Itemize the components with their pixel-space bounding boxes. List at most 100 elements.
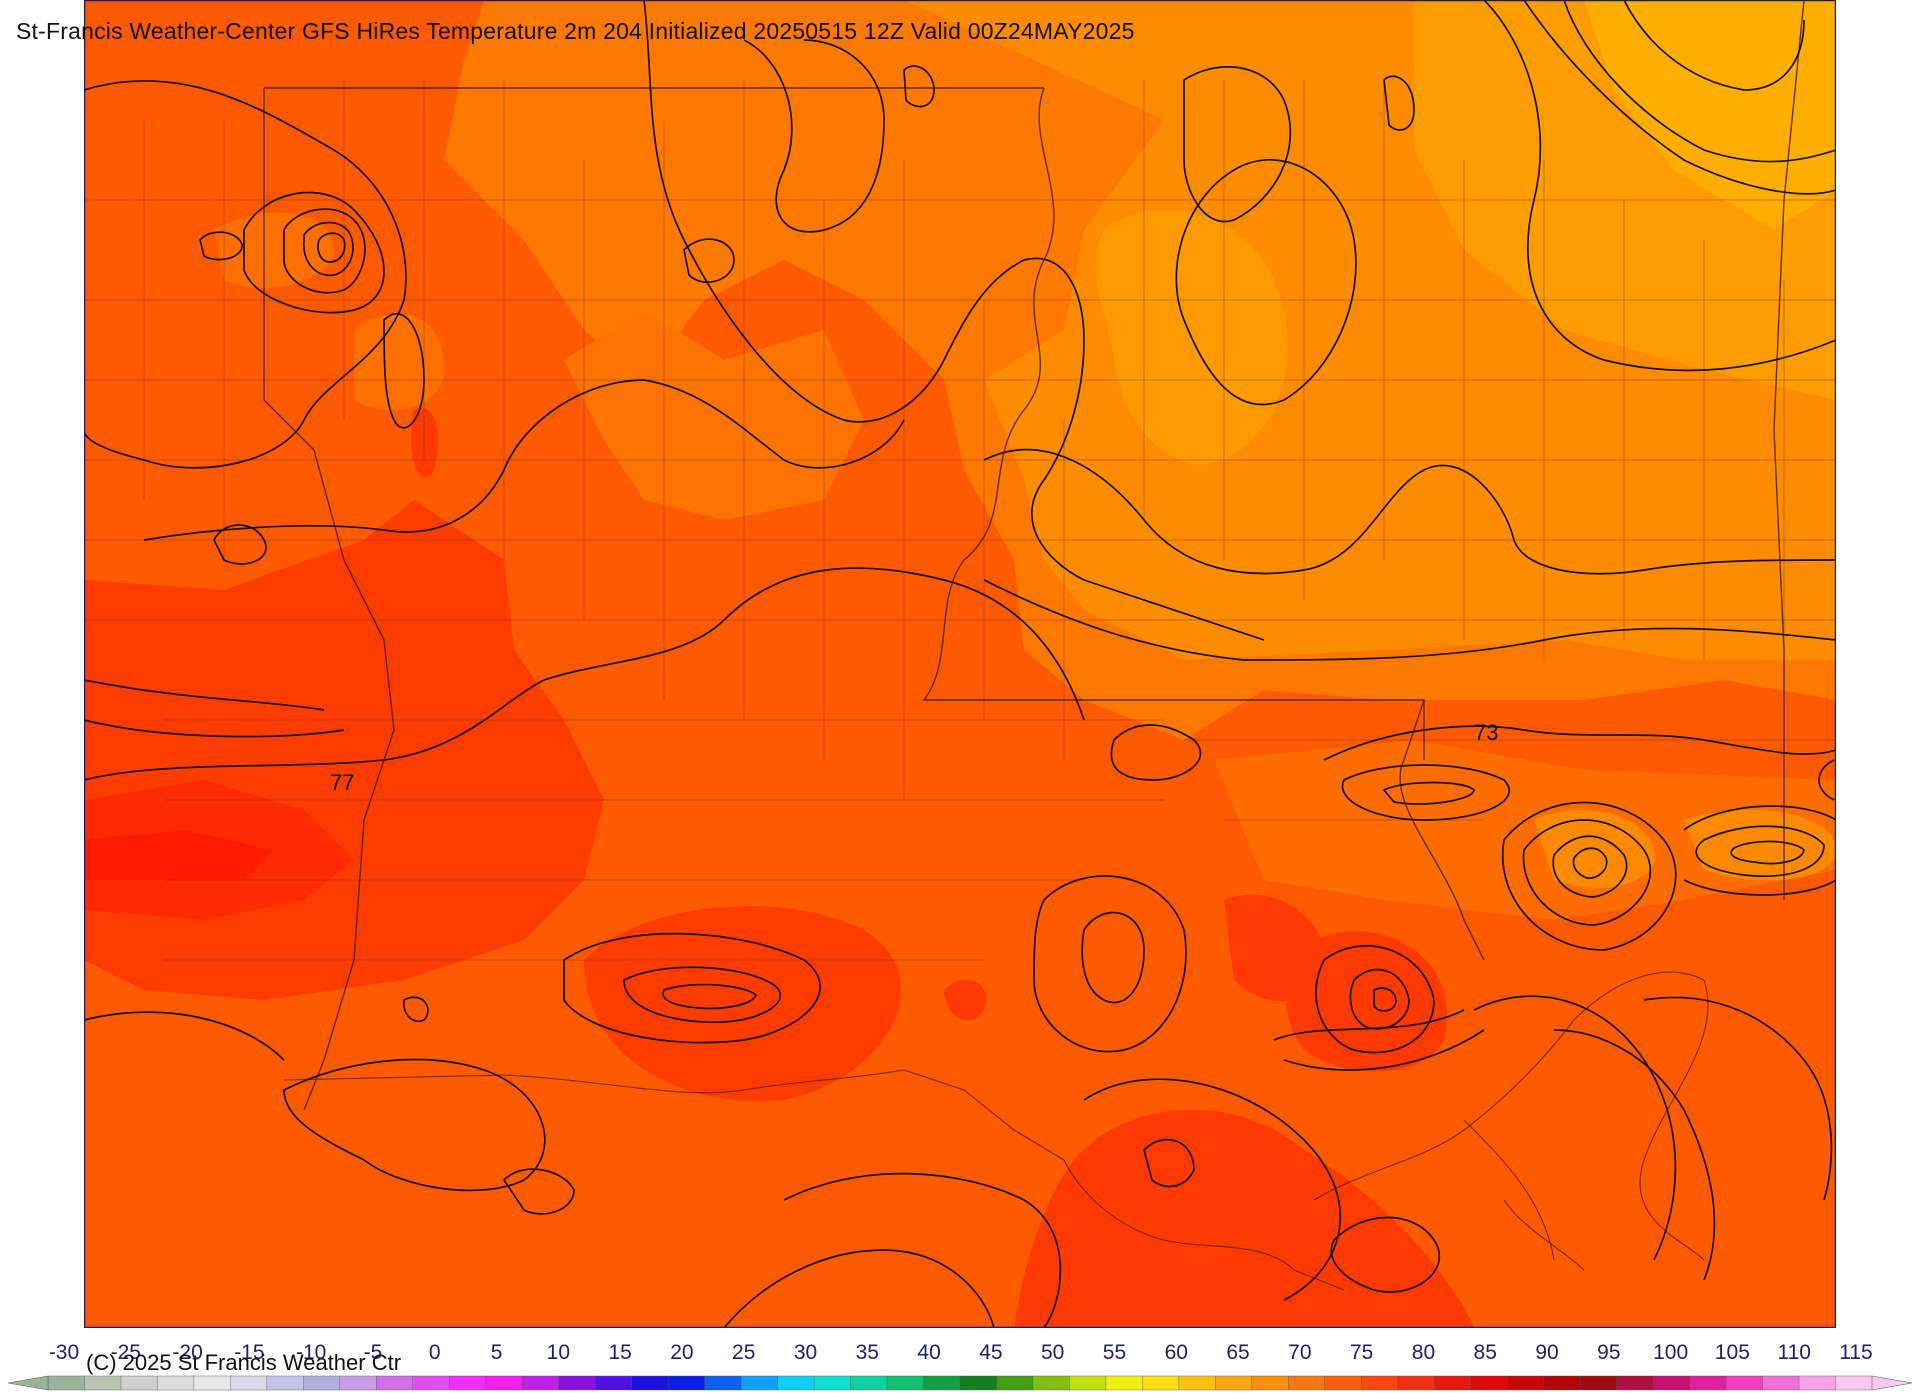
zone-central-orange bbox=[564, 310, 864, 520]
colorbar-tick-label: 55 bbox=[1103, 1341, 1126, 1364]
colorbar-tick-label: 40 bbox=[917, 1341, 940, 1364]
colorbar-swatch bbox=[959, 1375, 998, 1391]
colorbar-swatch bbox=[886, 1375, 925, 1391]
colorbar-swatch bbox=[157, 1375, 195, 1391]
zone-se-orange bbox=[1214, 740, 1836, 920]
colorbar-swatch bbox=[339, 1375, 378, 1391]
colorbar-tick-label: 80 bbox=[1412, 1341, 1435, 1364]
colorbar-swatch bbox=[412, 1375, 450, 1391]
colorbar-tick-labels: -30 -25 -20 -15 -10 -5 0 5 10 15 20 25 30 35 40 45 50 55 6… bbox=[49, 1341, 1873, 1364]
colorbar-swatch bbox=[230, 1375, 268, 1391]
colorbar-swatch bbox=[449, 1375, 487, 1391]
colorbar-tick-label: -5 bbox=[364, 1341, 383, 1364]
colorbar-swatch bbox=[1689, 1375, 1727, 1391]
colorbar-swatch bbox=[1178, 1375, 1217, 1391]
colorbar-tick-label: 105 bbox=[1715, 1341, 1750, 1364]
colorbar-swatch bbox=[996, 1375, 1034, 1391]
colorbar-swatch bbox=[84, 1375, 122, 1391]
colorbar-swatch bbox=[1543, 1375, 1581, 1391]
colorbar-swatch bbox=[1215, 1375, 1253, 1391]
colorbar-tick-label: -20 bbox=[172, 1341, 202, 1364]
colorbar-swatch bbox=[740, 1375, 779, 1391]
colorbar-right-arrow bbox=[1871, 1375, 1913, 1391]
colorbar-swatches bbox=[7, 1375, 1913, 1391]
colorbar-swatch bbox=[522, 1375, 560, 1391]
colorbar-swatch bbox=[1434, 1375, 1472, 1391]
zone-west-hotcore bbox=[84, 830, 274, 880]
colorbar-swatch bbox=[1032, 1375, 1071, 1391]
colorbar-tick-label: 100 bbox=[1653, 1341, 1688, 1364]
colorbar-tick-label: 10 bbox=[547, 1341, 570, 1364]
colorbar-tick-label: 85 bbox=[1474, 1341, 1497, 1364]
colorbar-tick-label: 30 bbox=[794, 1341, 817, 1364]
colorbar-swatch bbox=[1397, 1375, 1435, 1391]
colorbar-swatch bbox=[595, 1375, 633, 1391]
colorbar-swatch bbox=[1324, 1375, 1362, 1391]
colorbar-swatch bbox=[120, 1375, 159, 1391]
colorbar-swatch bbox=[777, 1375, 815, 1391]
colorbar-left-arrow bbox=[7, 1375, 49, 1391]
colorbar-tick-label: 5 bbox=[491, 1341, 503, 1364]
colorbar-swatch bbox=[1725, 1375, 1764, 1391]
county-lines bbox=[84, 80, 1836, 961]
colorbar-swatch bbox=[1652, 1375, 1691, 1391]
colorbar-tick-label: -10 bbox=[296, 1341, 326, 1364]
zone-se-amber-2 bbox=[1684, 810, 1836, 881]
colorbar-tick-label: 35 bbox=[856, 1341, 879, 1364]
colorbar-tick-label: 15 bbox=[608, 1341, 631, 1364]
colorbar-swatch bbox=[1798, 1375, 1837, 1391]
colorbar-tick-label: 115 bbox=[1839, 1341, 1872, 1364]
colorbar-swatch bbox=[1069, 1375, 1107, 1391]
zone-gulf-red bbox=[1014, 1109, 1474, 1328]
colorbar-tick-label: 95 bbox=[1597, 1341, 1620, 1364]
colorbar-swatch bbox=[1142, 1375, 1180, 1391]
colorbar-swatch bbox=[1105, 1375, 1144, 1391]
map-frame bbox=[84, 0, 1836, 1328]
colorbar-swatch bbox=[1470, 1375, 1508, 1391]
colorbar-tick-label: 70 bbox=[1288, 1341, 1311, 1364]
colorbar-swatch bbox=[704, 1375, 742, 1391]
zone-ne-yellow bbox=[1584, 0, 1836, 230]
colorbar-tick-label: 110 bbox=[1777, 1341, 1810, 1364]
colorbar-swatch bbox=[1361, 1375, 1399, 1391]
zone-se-red-2 bbox=[1285, 931, 1448, 1072]
colorbar-swatch bbox=[1251, 1375, 1290, 1391]
colorbar-swatch bbox=[1579, 1375, 1618, 1391]
colorbar-tick-label: -25 bbox=[111, 1341, 141, 1364]
colorbar-swatch bbox=[1762, 1375, 1800, 1391]
contour-label-77: 77 bbox=[330, 770, 354, 795]
colorbar-swatch bbox=[1616, 1375, 1654, 1391]
colorbar-swatch bbox=[1506, 1375, 1545, 1391]
copyright-text: (C) 2025 St Francis Weather Ctr bbox=[86, 1350, 402, 1375]
colorbar-swatch bbox=[923, 1375, 961, 1391]
colorbar-swatch bbox=[1835, 1375, 1873, 1391]
colorbar-tick-label: 50 bbox=[1041, 1341, 1064, 1364]
colorbar-swatch bbox=[266, 1375, 305, 1391]
colorbar-tick-label: 75 bbox=[1350, 1341, 1373, 1364]
colorbar-swatch bbox=[485, 1375, 523, 1391]
temperature-map: 77 73 bbox=[84, 0, 1836, 1328]
colorbar-tick-label: 0 bbox=[429, 1341, 441, 1364]
zone-small-red-2 bbox=[944, 979, 986, 1021]
colorbar-tick-label: 20 bbox=[670, 1341, 693, 1364]
colorbar-swatch bbox=[558, 1375, 596, 1391]
colorbar-swatch bbox=[193, 1375, 232, 1391]
colorbar-swatch bbox=[813, 1375, 852, 1391]
contour-label-73: 73 bbox=[1474, 720, 1498, 745]
zone-nw-orange bbox=[354, 313, 444, 410]
colorbar-swatch bbox=[850, 1375, 888, 1391]
colorbar-tick-label: 65 bbox=[1226, 1341, 1249, 1364]
colorbar-tick-label: 90 bbox=[1535, 1341, 1558, 1364]
colorbar: -30 -25 -20 -15 -10 -5 0 5 10 15 20 25 30 35 40 45 50 55 6… bbox=[7, 1341, 1913, 1391]
colorbar-tick-label: 60 bbox=[1165, 1341, 1188, 1364]
temperature-contours bbox=[84, 0, 1836, 1328]
colorbar-swatch bbox=[631, 1375, 669, 1391]
colorbar-swatch bbox=[1288, 1375, 1326, 1391]
colorbar-tick-label: 25 bbox=[732, 1341, 755, 1364]
colorbar-tick-label: -30 bbox=[49, 1341, 79, 1364]
colorbar-swatch bbox=[303, 1375, 341, 1391]
colorbar-swatch bbox=[667, 1375, 706, 1391]
colorbar-tick-label: -15 bbox=[234, 1341, 264, 1364]
colorbar-tick-label: 45 bbox=[979, 1341, 1002, 1364]
map-title: St-Francis Weather-Center GFS HiRes Temp… bbox=[16, 18, 1135, 44]
